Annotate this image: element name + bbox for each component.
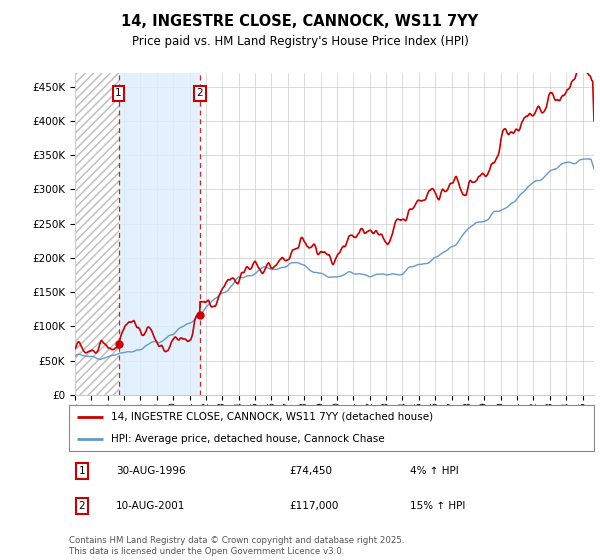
Text: £117,000: £117,000	[290, 501, 339, 511]
Bar	[75, 73, 119, 395]
Text: 2: 2	[79, 501, 85, 511]
Text: 14, INGESTRE CLOSE, CANNOCK, WS11 7YY: 14, INGESTRE CLOSE, CANNOCK, WS11 7YY	[121, 14, 479, 29]
Text: Price paid vs. HM Land Registry's House Price Index (HPI): Price paid vs. HM Land Registry's House …	[131, 35, 469, 48]
Text: 2: 2	[196, 88, 203, 99]
Text: HPI: Average price, detached house, Cannock Chase: HPI: Average price, detached house, Cann…	[111, 434, 385, 444]
Text: 10-AUG-2001: 10-AUG-2001	[116, 501, 185, 511]
Text: 1: 1	[79, 466, 85, 476]
Text: 1: 1	[115, 88, 122, 99]
Text: 30-AUG-1996: 30-AUG-1996	[116, 466, 186, 476]
Bar	[119, 73, 200, 395]
Text: 14, INGESTRE CLOSE, CANNOCK, WS11 7YY (detached house): 14, INGESTRE CLOSE, CANNOCK, WS11 7YY (d…	[111, 412, 433, 422]
Text: 15% ↑ HPI: 15% ↑ HPI	[410, 501, 466, 511]
Text: 4% ↑ HPI: 4% ↑ HPI	[410, 466, 459, 476]
Text: £74,450: £74,450	[290, 466, 332, 476]
Text: Contains HM Land Registry data © Crown copyright and database right 2025.
This d: Contains HM Land Registry data © Crown c…	[69, 536, 404, 556]
